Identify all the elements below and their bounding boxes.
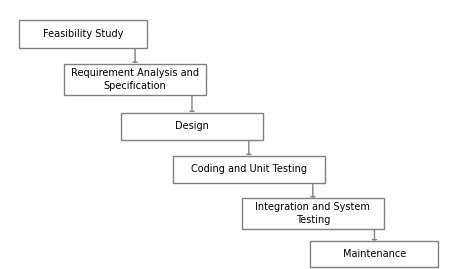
Bar	[121, 113, 263, 140]
Bar	[64, 64, 206, 95]
Text: Design: Design	[175, 121, 209, 132]
Bar	[310, 242, 438, 267]
Text: Feasibility Study: Feasibility Study	[43, 29, 123, 39]
Bar	[173, 156, 325, 183]
Bar	[19, 20, 147, 48]
Text: Coding and Unit Testing: Coding and Unit Testing	[191, 164, 307, 175]
Text: Integration and System
Testing: Integration and System Testing	[255, 202, 370, 225]
Bar	[242, 199, 384, 229]
Text: Maintenance: Maintenance	[343, 249, 406, 259]
Text: Requirement Analysis and
Specification: Requirement Analysis and Specification	[71, 68, 199, 91]
